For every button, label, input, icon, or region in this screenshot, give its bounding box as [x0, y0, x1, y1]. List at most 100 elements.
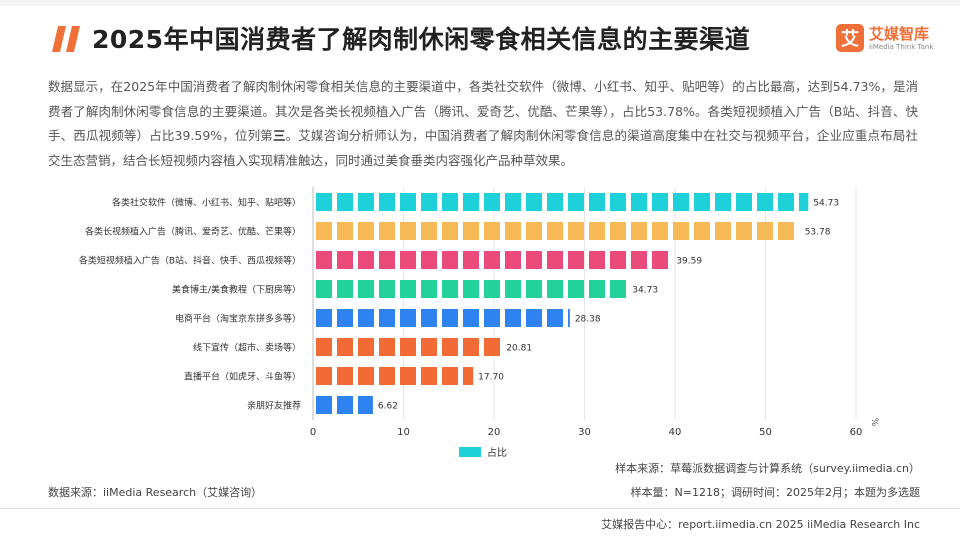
bar-segment	[358, 338, 374, 356]
data-source: 数据来源：iiMedia Research（艾媒咨询）	[48, 486, 263, 499]
bar-segment	[694, 193, 710, 211]
bar-segment	[379, 309, 395, 327]
bar-segment	[442, 367, 458, 385]
bar-segment	[358, 193, 374, 211]
bar-segment	[442, 309, 458, 327]
bar-segment	[442, 338, 458, 356]
bar	[316, 309, 570, 327]
description-paragraph: 数据显示，在2025年中国消费者了解肉制休闲零食相关信息的主要渠道中，各类社交软…	[48, 75, 918, 173]
bar-segment	[568, 309, 570, 327]
bar-segment	[379, 280, 395, 298]
bar-segment	[463, 280, 479, 298]
description-part-2: 。艾媒咨询分析师认为，中国消费者了解肉制休闲零食信息的渠道高度集中在社交与视频平…	[48, 128, 918, 168]
bar-segment	[736, 193, 752, 211]
bar-segment	[337, 280, 353, 298]
bar-segment	[505, 280, 521, 298]
bar-segment	[337, 396, 353, 414]
value-label: 6.62	[378, 402, 398, 412]
bar-segment	[652, 251, 668, 269]
bar-segment	[568, 222, 584, 240]
footer-divider	[0, 508, 960, 509]
bar-segment	[379, 193, 395, 211]
bar-segment	[400, 338, 416, 356]
bar-segment	[421, 280, 437, 298]
bar-segment	[400, 367, 416, 385]
bar-segment	[421, 309, 437, 327]
bar	[316, 222, 794, 240]
bar-segment	[337, 251, 353, 269]
title-slash-decoration	[52, 26, 80, 52]
bar-segment	[463, 251, 479, 269]
logo-subtitle: iiMedia Think Tank	[869, 43, 934, 51]
bar	[316, 396, 373, 414]
bar-segment	[715, 193, 731, 211]
bar-segment	[484, 251, 500, 269]
bar-segment	[610, 280, 626, 298]
value-label: 34.73	[632, 286, 658, 296]
bar-segment	[526, 193, 542, 211]
bar-segment	[715, 222, 731, 240]
bar-segment	[358, 309, 374, 327]
bar-segment	[442, 193, 458, 211]
bar-segment	[421, 222, 437, 240]
x-tick-label: 60	[850, 427, 863, 438]
bar-segment	[526, 251, 542, 269]
bar-segment	[484, 280, 500, 298]
bar-segment	[652, 193, 668, 211]
bar-segment	[547, 309, 563, 327]
bar-segment	[526, 280, 542, 298]
bar-segment	[379, 367, 395, 385]
bar	[316, 280, 626, 298]
bar-segment	[631, 193, 647, 211]
value-label: 17.70	[478, 373, 504, 383]
bar-segment	[337, 309, 353, 327]
category-label: 线下宣传（超市、卖场等）	[193, 342, 301, 354]
bar	[316, 251, 668, 269]
bar-segment	[484, 309, 500, 327]
value-label: 20.81	[506, 344, 532, 354]
bar-segment	[337, 193, 353, 211]
value-label: 54.73	[813, 199, 839, 209]
bar-segment	[316, 367, 332, 385]
bar-segment	[316, 338, 332, 356]
page-title: 2025年中国消费者了解肉制休闲零食相关信息的主要渠道	[92, 25, 751, 54]
bar-chart: 各类社交软件（微博、小红书、知乎、贴吧等） 54.73 各类长视频植入广告（腾讯、爱…	[79, 187, 879, 459]
bar-segment	[358, 396, 373, 414]
bar-segment	[400, 309, 416, 327]
bar-segment	[505, 222, 521, 240]
bar-segment	[547, 251, 563, 269]
description-part-1: 数据显示，在2025年中国消费者了解肉制休闲零食相关信息的主要渠道中，各类社交软…	[48, 79, 918, 143]
bar-segment	[463, 338, 479, 356]
brand-logo: 艾 艾媒智库 iiMedia Think Tank	[836, 22, 936, 56]
bar-segment	[610, 251, 626, 269]
bar-segment	[631, 222, 647, 240]
bar-segment	[463, 309, 479, 327]
bar-segment	[379, 338, 395, 356]
bar-segment	[694, 222, 710, 240]
description-bold: 三	[272, 128, 286, 143]
bar-segment	[673, 222, 689, 240]
bar-segment	[631, 251, 647, 269]
category-label: 各类社交软件（微博、小红书、知乎、贴吧等）	[112, 197, 301, 209]
sample-size: 样本量：N=1218；调研时间：2025年2月；本题为多选题	[630, 486, 920, 499]
bar-segment	[316, 193, 332, 211]
bar-segment	[400, 222, 416, 240]
bar-segment	[778, 193, 794, 211]
bar-segment	[778, 222, 794, 240]
top-bar	[0, 0, 960, 6]
x-tick-label: 40	[669, 427, 682, 438]
bar-segment	[442, 280, 458, 298]
sample-source: 样本来源：草莓派数据调查与计算系统（survey.iimedia.cn）	[615, 462, 920, 475]
category-label: 各类短视频植入广告（B站、抖音、快手、西瓜视频等）	[79, 255, 301, 267]
bar-segment	[799, 193, 809, 211]
bar-segment	[400, 193, 416, 211]
footer-text: 艾媒报告中心：report.iimedia.cn 2025 iiMedia Re…	[601, 518, 920, 531]
bar-segment	[379, 251, 395, 269]
bar-segment	[421, 193, 437, 211]
bar-segment	[400, 280, 416, 298]
bar-segment	[757, 193, 773, 211]
bar-segment	[673, 193, 689, 211]
x-tick-label: 50	[759, 427, 772, 438]
value-label: 53.78	[805, 228, 831, 238]
bar-segment	[736, 222, 752, 240]
